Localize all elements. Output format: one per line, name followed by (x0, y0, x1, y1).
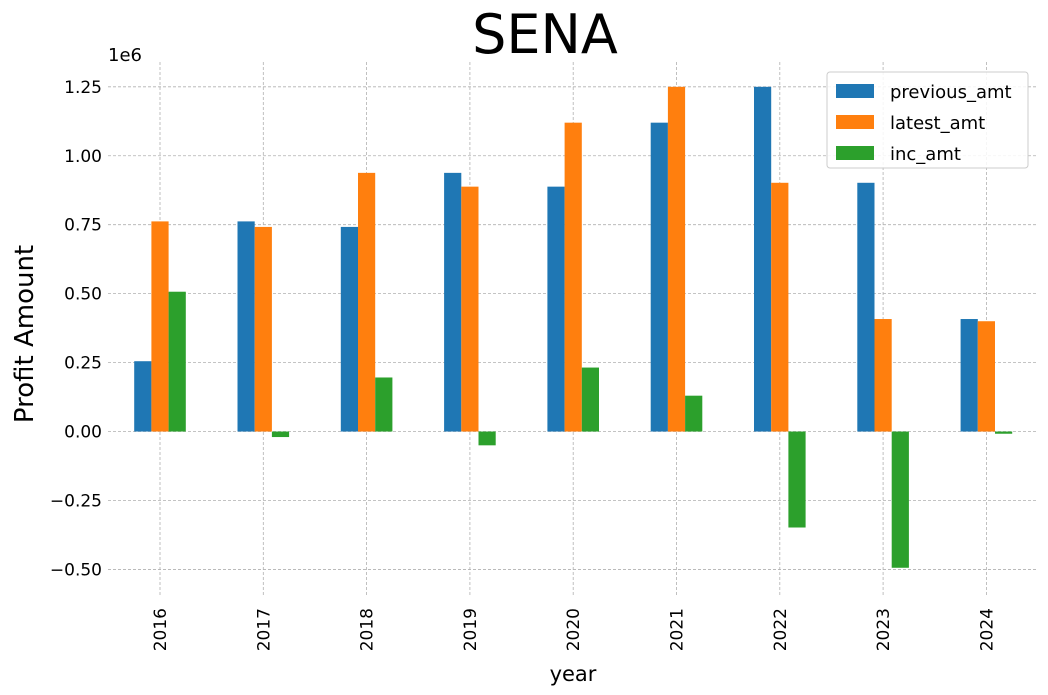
bar-latest_amt (461, 186, 479, 432)
bar-previous_amt (754, 86, 772, 432)
bar-inc_amt (271, 431, 290, 438)
bar-inc_amt (995, 431, 1013, 434)
bar-inc_amt (168, 291, 186, 432)
bar-latest_amt (254, 226, 272, 432)
x-axis-label: year (550, 662, 597, 686)
legend-label: inc_amt (890, 144, 961, 165)
bar-previous_amt (134, 361, 152, 432)
x-tick-label: 2017 (254, 608, 274, 651)
bars (134, 86, 1013, 568)
bar-inc_amt (478, 431, 496, 446)
y-tick-label: 1.00 (64, 147, 102, 167)
legend-frame (826, 71, 1029, 169)
bar-previous_amt (857, 182, 875, 432)
y-tick-label: 1.25 (64, 78, 102, 98)
y-tick-label: −0.50 (50, 560, 102, 580)
y-ticks: −0.50 −0.25 0.00 0.25 0.50 0.75 1.00 1.25 (50, 78, 102, 581)
bar-latest_amt (358, 172, 376, 432)
bar-previous_amt (960, 319, 978, 432)
bar-latest_amt (151, 221, 169, 432)
bar-latest_amt (771, 182, 789, 432)
bar-inc_amt (581, 367, 599, 432)
legend-swatch (836, 146, 874, 160)
x-tick-label: 2019 (461, 608, 481, 651)
legend-label: latest_amt (890, 113, 985, 134)
y-tick-label: 0.25 (64, 354, 102, 374)
bar-latest_amt (564, 122, 582, 432)
legend-swatch (836, 84, 874, 98)
bar-inc_amt (788, 431, 806, 528)
bar-inc_amt (891, 431, 909, 568)
y-tick-label: 0.50 (64, 285, 102, 305)
bar-inc_amt (685, 395, 703, 432)
y-tick-label: 0.00 (64, 423, 102, 443)
bar-previous_amt (237, 221, 255, 432)
y-tick-label: 0.75 (64, 216, 102, 236)
bar-previous_amt (444, 172, 462, 432)
y-tick-label: −0.25 (50, 491, 102, 511)
bar-inc_amt (375, 377, 393, 432)
x-ticks: 2016 2017 2018 2019 2020 2021 2022 2023 2024 (151, 608, 997, 651)
x-tick-label: 2020 (564, 608, 584, 651)
bar-previous_amt (650, 122, 668, 432)
x-tick-label: 2024 (977, 608, 997, 651)
bar-previous_amt (340, 226, 358, 432)
chart-title: SENA (472, 3, 618, 66)
y-offset-label: 1e6 (108, 45, 142, 66)
legend: previous_amt latest_amt inc_amt (826, 71, 1029, 169)
bar-latest_amt (977, 321, 995, 432)
y-axis-label: Profit Amount (10, 245, 40, 423)
legend-swatch (836, 115, 874, 129)
x-tick-label: 2018 (358, 608, 378, 651)
x-tick-label: 2016 (151, 608, 171, 651)
bar-latest_amt (667, 86, 686, 432)
x-tick-label: 2021 (668, 608, 688, 651)
legend-label: previous_amt (890, 82, 1012, 103)
x-tick-label: 2022 (771, 608, 791, 651)
x-tick-label: 2023 (874, 608, 894, 651)
bar-latest_amt (874, 319, 892, 432)
bar-previous_amt (547, 186, 565, 432)
